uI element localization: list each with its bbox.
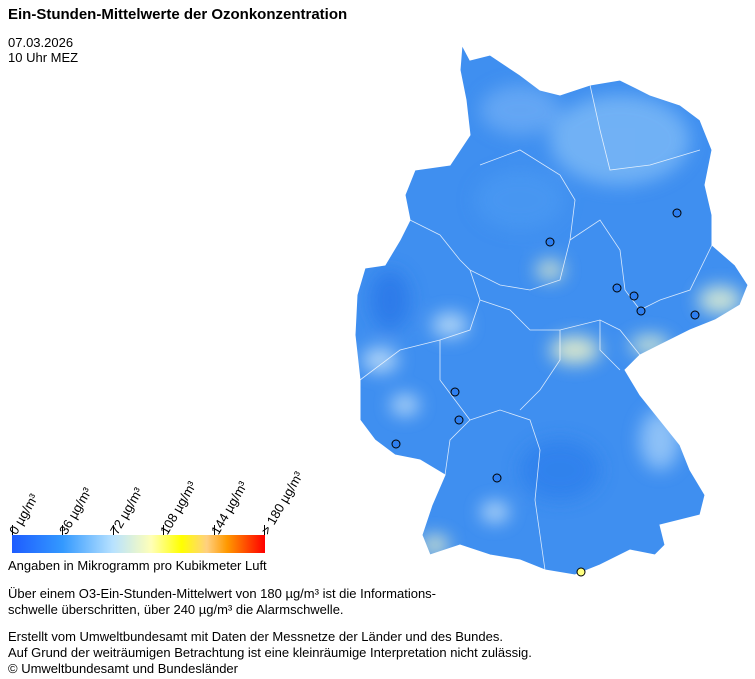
threshold-note: Über einem O3-Ein-Stunden-Mittelwert von…	[8, 586, 436, 618]
station-marker[interactable]	[454, 415, 464, 425]
color-scale-bar	[12, 535, 265, 553]
legend-tick	[113, 525, 114, 535]
legend-tick	[12, 525, 13, 535]
legend-tick	[264, 525, 265, 535]
state-borders	[359, 84, 713, 571]
station-marker[interactable]	[492, 473, 502, 483]
station-marker[interactable]	[612, 283, 622, 293]
date-label: 07.03.2026	[8, 35, 74, 50]
credit-line-1: Erstellt vom Umweltbundesamt mit Daten d…	[8, 629, 503, 644]
legend-tick	[62, 525, 63, 535]
unit-label: Angaben in Mikrogramm pro Kubikmeter Luf…	[8, 558, 267, 573]
station-marker[interactable]	[629, 291, 639, 301]
legend-tick	[163, 525, 164, 535]
station-marker[interactable]	[545, 237, 555, 247]
credit-note: Erstellt vom Umweltbundesamt mit Daten d…	[8, 629, 532, 677]
station-marker[interactable]	[690, 310, 700, 320]
threshold-line-1: Über einem O3-Ein-Stunden-Mittelwert von…	[8, 586, 436, 601]
station-marker[interactable]	[450, 387, 460, 397]
time-label: 10 Uhr MEZ	[8, 50, 79, 65]
stations	[391, 208, 700, 577]
legend-tick	[214, 525, 215, 535]
station-marker[interactable]	[636, 306, 646, 316]
credit-line-2: Auf Grund der weiträumigen Betrachtung i…	[8, 645, 532, 660]
threshold-line-2: schwelle überschritten, über 240 µg/m³ d…	[8, 602, 344, 617]
map-title: Ein-Stunden-Mittelwerte der Ozonkonzentr…	[8, 6, 348, 23]
station-marker[interactable]	[391, 439, 401, 449]
station-marker-high[interactable]	[576, 567, 586, 577]
copyright: © Umweltbundesamt und Bundesländer	[8, 661, 238, 676]
station-marker[interactable]	[672, 208, 682, 218]
